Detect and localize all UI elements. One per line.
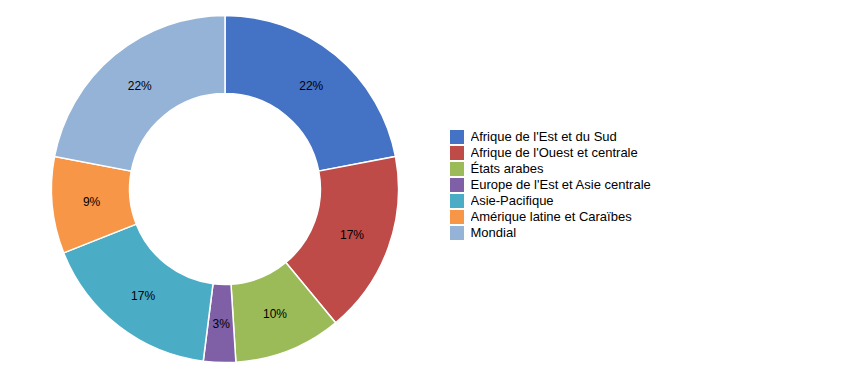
svg-text:17%: 17% <box>131 288 155 302</box>
html-text:Afrique de l'Ouest et centrale: Afrique de l'Ouest et centrale <box>470 145 638 161</box>
html-text:Europe de l'Est et Asie centra: Europe de l'Est et Asie centrale <box>470 177 651 193</box>
html-text:Mondial: Mondial <box>470 225 516 241</box>
html-text:Afrique de l'Est et du Sud: Afrique de l'Est et du Sud <box>470 129 617 145</box>
svg-text:17%: 17% <box>340 227 364 241</box>
html-text:États arabes: États arabes <box>470 161 544 177</box>
svg-text:3%: 3% <box>213 316 231 330</box>
svg-text:22%: 22% <box>299 78 323 92</box>
html-text:Asie-Pacifique: Asie-Pacifique <box>470 193 554 209</box>
svg-text:9%: 9% <box>83 194 101 208</box>
svg-text:10%: 10% <box>263 307 287 321</box>
html-text:Amérique latine et Caraïbes: Amérique latine et Caraïbes <box>470 209 632 225</box>
svg-text:22%: 22% <box>128 78 152 92</box>
